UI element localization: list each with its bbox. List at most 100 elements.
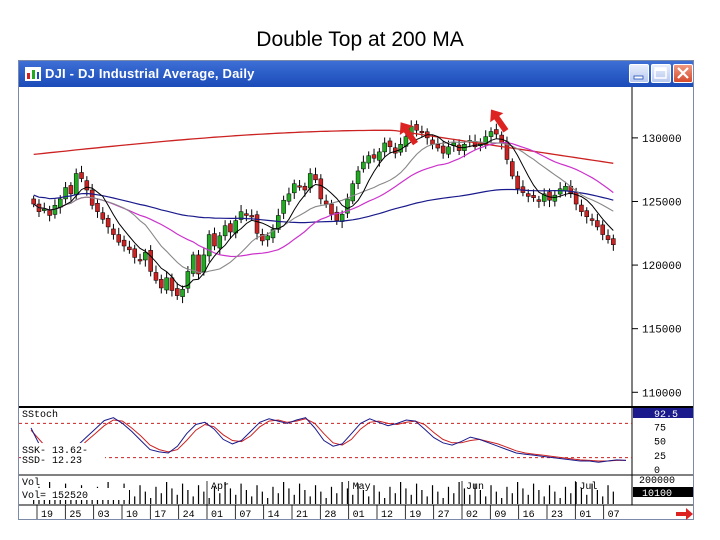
candle-body — [531, 195, 536, 198]
candle-body — [164, 277, 169, 291]
candle-body — [132, 248, 137, 258]
candle-body — [249, 215, 254, 218]
candle-body — [595, 220, 600, 228]
candle-body — [148, 250, 153, 272]
candle-body — [175, 288, 180, 296]
candle-body — [579, 204, 584, 212]
candle-body — [79, 172, 84, 179]
candle-body — [488, 131, 494, 137]
candle-body — [483, 136, 488, 146]
candle-body — [313, 174, 318, 181]
candle-body — [605, 235, 611, 240]
price-tick-label: 130000 — [642, 134, 682, 146]
candle-body — [196, 254, 201, 275]
dji-chart: 130000 125000 120000 115000 110000 SStoch SSK-… — [19, 87, 693, 519]
candle-body — [430, 139, 435, 145]
candle-body — [47, 209, 52, 216]
price-tick-label: 120000 — [642, 261, 682, 273]
candle-body — [217, 235, 223, 249]
stoch-d-readout: SSD- 12.23 — [22, 456, 82, 467]
minimize-icon — [633, 75, 644, 80]
candle-body — [212, 233, 217, 247]
minimize-button[interactable] — [629, 64, 649, 83]
candle-body — [254, 214, 260, 234]
candle-body — [169, 277, 175, 291]
candle-body — [111, 228, 116, 235]
candle-body — [494, 129, 499, 135]
candle-body — [63, 187, 68, 200]
candle-body — [159, 279, 164, 289]
candle-body — [334, 211, 340, 221]
date-tick-label: 19 — [409, 510, 421, 519]
window-title: DJI - DJ Industrial Average, Daily — [45, 66, 255, 81]
volume-current-badge — [633, 487, 693, 497]
candle-body — [116, 234, 121, 243]
arrow-shape — [399, 122, 418, 146]
next-slide-arrow-icon[interactable] — [676, 507, 694, 521]
close-icon — [677, 67, 689, 79]
arrow-shape — [490, 109, 509, 133]
date-tick-label: 19 — [41, 510, 53, 519]
slide-title: Double Top at 200 MA — [256, 28, 464, 51]
volume-readout: Vol= 152520 — [22, 490, 88, 502]
stoch-tick-label: 50 — [654, 438, 666, 449]
candle-body — [265, 235, 270, 241]
candle-body — [350, 183, 355, 202]
candle-body — [440, 145, 446, 154]
ma-10-line — [33, 134, 614, 288]
stoch-readout-bg — [21, 443, 105, 466]
date-tick-label: 01 — [211, 510, 223, 519]
candle-body — [366, 155, 371, 164]
candle-body — [302, 185, 308, 191]
candle-body — [297, 185, 302, 188]
date-tick-label: 21 — [296, 510, 308, 519]
candle-body — [323, 200, 329, 205]
candle-body — [307, 173, 313, 189]
volume-label: Vol — [22, 477, 40, 489]
candle-body — [589, 218, 595, 221]
price-tick-label: 125000 — [642, 197, 682, 209]
date-tick-label: 27 — [438, 510, 450, 519]
candle-body — [600, 224, 605, 235]
candle-body — [387, 140, 393, 148]
month-label: Jun — [466, 482, 484, 493]
month-label: Apr — [211, 482, 229, 493]
candle-body — [190, 254, 196, 274]
window-titlebar[interactable]: DJI - DJ Industrial Average, Daily — [19, 61, 693, 87]
date-tick-label: 28 — [324, 510, 336, 519]
ma-20-line — [33, 140, 614, 274]
maximize-button[interactable] — [651, 64, 671, 83]
candle-body — [137, 259, 143, 262]
candle-body — [84, 180, 90, 191]
candle-body — [276, 215, 281, 230]
candle-body — [361, 161, 366, 170]
chart-app-icon — [25, 67, 41, 81]
ma-50-line — [33, 142, 614, 258]
candle-body — [68, 185, 74, 195]
stoch-current-value: 92.5 — [654, 410, 678, 421]
date-tick-label: 16 — [523, 510, 535, 519]
date-tick-label: 17 — [154, 510, 166, 519]
stoch-tick-label: 75 — [654, 423, 666, 434]
candle-body — [238, 211, 244, 220]
candle-body — [42, 208, 47, 211]
price-tick-label: 115000 — [642, 325, 682, 337]
candle-body — [228, 223, 233, 233]
candle-body — [100, 212, 106, 220]
candle-body — [345, 198, 350, 214]
price-tick-label: 110000 — [642, 388, 682, 400]
candle-body — [143, 252, 148, 261]
month-label: May — [353, 482, 371, 493]
candle-body — [105, 218, 111, 228]
volume-current-value: 10100 — [642, 489, 672, 500]
candle-body — [95, 203, 100, 212]
candle-body — [377, 151, 382, 161]
candle-body — [292, 183, 297, 194]
volume-tick-label: 200000 — [639, 476, 675, 487]
close-button[interactable] — [673, 64, 693, 83]
date-tick-label: 07 — [608, 510, 620, 519]
date-tick-label: 23 — [551, 510, 563, 519]
date-tick-label: 10 — [126, 510, 138, 519]
candle-body — [563, 185, 568, 192]
stoch-k-line — [30, 417, 627, 463]
